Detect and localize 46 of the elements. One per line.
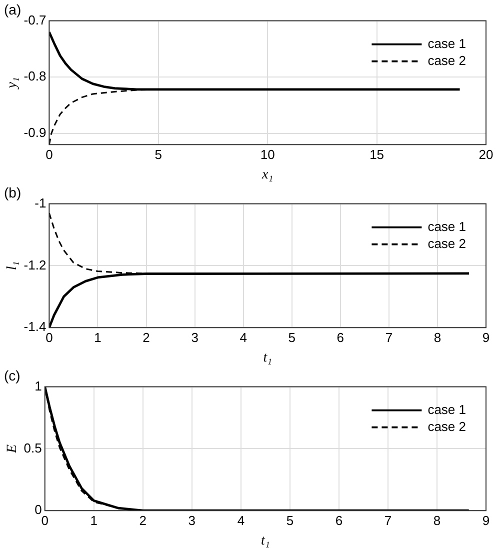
x-axis-title: x₁ xyxy=(261,167,274,182)
y-tick-label: 0 xyxy=(34,502,42,518)
x-tick-label: 5 xyxy=(288,330,296,345)
x-tick-label: 8 xyxy=(433,512,441,528)
x-tick-label: 1 xyxy=(94,330,102,345)
x-tick-label: 7 xyxy=(385,330,393,345)
y-axis-title: l₁ xyxy=(5,261,20,270)
legend-label: case 2 xyxy=(428,52,466,68)
y-tick-label: 1 xyxy=(34,378,42,394)
x-tick-label: 9 xyxy=(482,330,490,345)
x-axis-title: t₁ xyxy=(261,533,270,548)
x-tick-label: 5 xyxy=(154,146,162,162)
y-tick-label: -0.9 xyxy=(24,124,46,140)
x-tick-label: 6 xyxy=(335,512,343,528)
x-tick-label: 7 xyxy=(384,512,392,528)
x-tick-label: 10 xyxy=(260,146,275,162)
y-tick-label: -1.2 xyxy=(24,257,46,272)
chart-title: (a) xyxy=(4,1,22,18)
x-tick-label: 3 xyxy=(191,330,198,345)
legend-label: case 1 xyxy=(428,402,466,417)
x-tick-label: 4 xyxy=(240,330,247,345)
legend-label: case 2 xyxy=(428,418,466,434)
chart-title: (b) xyxy=(4,184,22,200)
x-tick-label: 2 xyxy=(142,330,150,345)
x-tick-label: 20 xyxy=(478,146,494,162)
y-tick-label: -0.7 xyxy=(24,12,46,28)
x-tick-label: 9 xyxy=(482,512,490,528)
y-tick-label: -0.8 xyxy=(24,68,46,84)
y-tick-label: -1.4 xyxy=(24,319,46,334)
x-tick-label: 15 xyxy=(370,146,384,162)
y-tick-label: -1 xyxy=(34,195,46,210)
y-axis-title: E xyxy=(5,444,20,454)
legend-label: case 1 xyxy=(428,218,466,234)
x-tick-label: 5 xyxy=(286,512,294,528)
x-tick-label: 4 xyxy=(237,512,245,528)
x-tick-label: 8 xyxy=(434,330,442,345)
legend-label: case 2 xyxy=(428,236,466,251)
x-tick-label: 2 xyxy=(139,512,147,528)
x-tick-label: 6 xyxy=(336,330,344,345)
x-tick-label: 3 xyxy=(188,512,196,528)
chart-title: (c) xyxy=(4,367,20,384)
x-tick-label: 1 xyxy=(90,512,98,528)
y-axis-title: y₁ xyxy=(5,77,20,90)
y-tick-label: 0.5 xyxy=(24,440,42,456)
x-axis-title: t₁ xyxy=(263,350,272,366)
legend-label: case 1 xyxy=(428,36,466,51)
